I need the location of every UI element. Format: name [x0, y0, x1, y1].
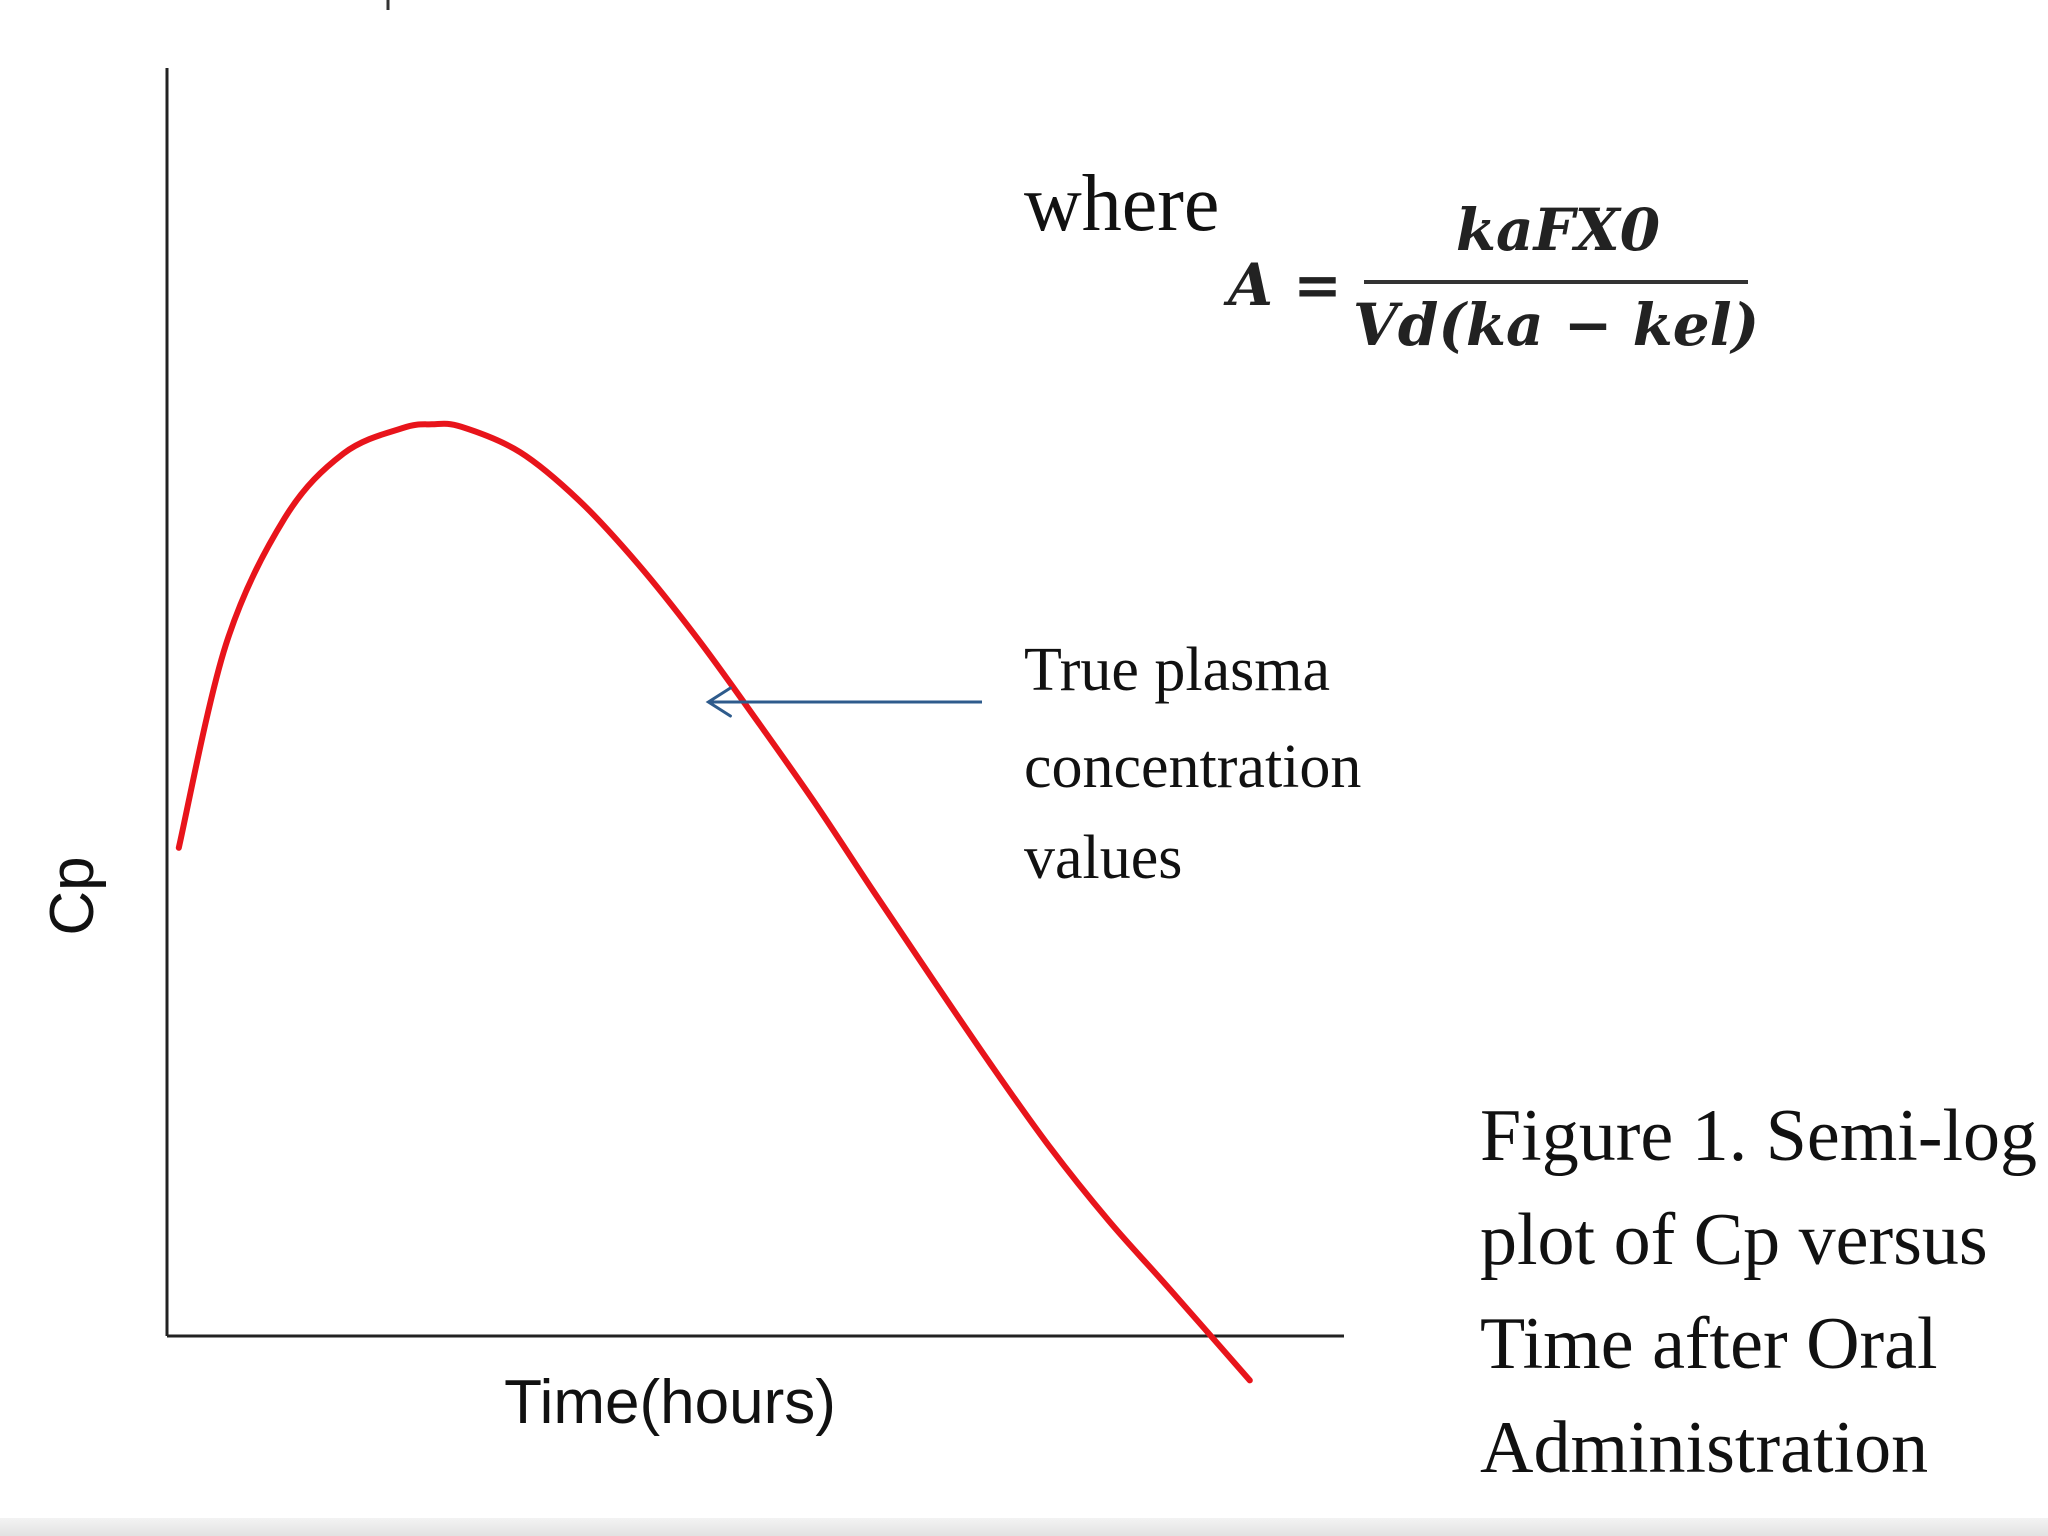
annotation-arrow-head — [705, 686, 732, 718]
formula-numerator: kaFX0 — [1456, 196, 1660, 264]
y-axis-label: Cp — [38, 856, 107, 935]
caption-line-4: Administration — [1480, 1407, 1928, 1489]
annotation-line-3: values — [1024, 824, 1182, 892]
formula-lhs: A = — [1223, 251, 1342, 319]
caption-line-2: plot of Cp versus — [1480, 1199, 1988, 1281]
annotation-line-1: True plasma — [1024, 636, 1330, 704]
formula-where: where — [1024, 160, 1219, 248]
caption-line-1: Figure 1. Semi-log — [1480, 1095, 2037, 1177]
x-axis-label: Time(hours) — [504, 1368, 836, 1437]
bottom-edge-band — [0, 1518, 2048, 1536]
annotation-line-2: concentration — [1024, 733, 1361, 801]
cp-curve — [175, 420, 1253, 1384]
caption-line-3: Time after Oral — [1480, 1303, 1938, 1385]
formula-denominator: Vd(ka − kel) — [1353, 291, 1759, 359]
clipped-glyph-fragment — [386, 0, 390, 10]
